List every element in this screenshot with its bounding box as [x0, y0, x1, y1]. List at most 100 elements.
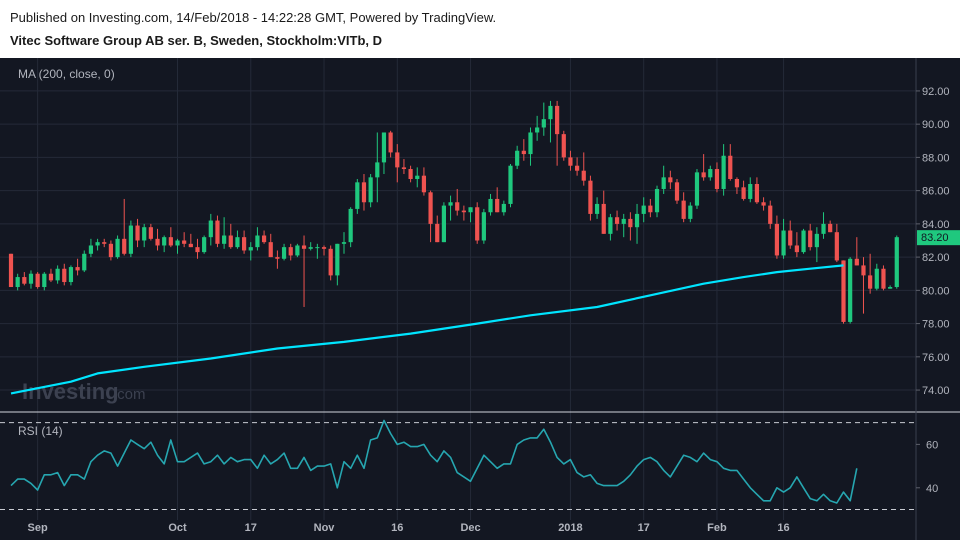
candle-body — [568, 157, 573, 166]
ma-indicator-label[interactable]: MA (200, close, 0) — [18, 67, 115, 81]
candle — [468, 207, 473, 223]
candle-body — [122, 238, 127, 254]
candle — [68, 265, 74, 286]
candle — [741, 180, 746, 201]
candle — [661, 165, 666, 194]
candle — [788, 220, 793, 249]
candle — [42, 272, 47, 291]
candle — [581, 152, 586, 186]
candle-body — [321, 247, 327, 249]
candle — [548, 100, 553, 143]
candle-body — [102, 242, 107, 244]
candle-body — [468, 207, 473, 213]
candle-body — [861, 265, 866, 276]
candle — [688, 202, 693, 223]
candle — [235, 230, 240, 249]
candle — [175, 238, 180, 254]
candle-body — [801, 230, 806, 253]
candle-body — [388, 132, 393, 153]
candle-body — [868, 275, 873, 289]
time-axis-tick-label: 16 — [777, 522, 789, 534]
candle-body — [621, 218, 626, 224]
candle-body — [821, 223, 826, 234]
candle-body — [788, 230, 793, 246]
candle-body — [508, 165, 513, 204]
candle — [208, 213, 213, 246]
price-axis-tick-label: 86.00 — [922, 186, 950, 198]
candle-body — [48, 273, 54, 281]
candle — [701, 154, 706, 181]
candle — [794, 232, 799, 258]
candle — [202, 235, 207, 254]
candle-body — [368, 177, 373, 203]
candle — [375, 132, 380, 203]
price-chart[interactable]: Investing .com Sep Oct 17 Nov 16 Dec 2018 17 Feb… — [0, 58, 960, 540]
candle-body — [361, 182, 367, 203]
candle-body — [301, 245, 307, 249]
candle — [708, 165, 713, 181]
candle — [122, 198, 127, 256]
candle-body — [581, 170, 586, 181]
candle — [381, 132, 387, 175]
candle-body — [128, 225, 133, 254]
time-axis-tick-label: Feb — [707, 522, 727, 534]
candle-body — [255, 235, 260, 248]
grid — [0, 58, 916, 520]
candle — [734, 177, 740, 194]
candle-body — [415, 175, 420, 180]
symbol-title: Vitec Software Group AB ser. B, Sweden, … — [10, 33, 383, 48]
candle-body — [162, 237, 167, 246]
candle — [82, 250, 87, 273]
candle-body — [781, 230, 786, 256]
candle-body — [215, 220, 220, 244]
price-axis-tick-label: 88.00 — [922, 152, 950, 164]
candle-body — [528, 132, 533, 155]
candle-body — [401, 167, 407, 170]
candle-body — [335, 243, 340, 276]
candle — [261, 230, 267, 244]
candle-body — [701, 172, 706, 178]
candle — [774, 215, 779, 259]
candle-body — [694, 172, 700, 206]
investing-watermark: Investing .com — [22, 379, 146, 404]
candle — [408, 165, 413, 183]
candle — [808, 223, 813, 251]
candle-body — [8, 253, 14, 288]
candle — [488, 193, 493, 216]
candle — [182, 232, 187, 248]
candle-body — [135, 225, 140, 241]
candle — [575, 157, 580, 176]
rsi-axis-tick-label: 40 — [926, 483, 938, 495]
ma-line-group — [10, 264, 844, 395]
candle — [168, 227, 173, 248]
candle — [228, 223, 233, 249]
candle-body — [881, 268, 886, 289]
candle-body — [42, 273, 47, 288]
time-axis-tick-label: Oct — [168, 522, 187, 534]
candle-body — [328, 248, 333, 276]
candle — [128, 220, 133, 258]
candle-body — [208, 220, 213, 238]
candle-body — [295, 245, 300, 256]
price-axis-tick-label: 76.00 — [922, 352, 950, 364]
candle — [461, 205, 466, 221]
candle — [421, 167, 427, 196]
rsi-indicator-label[interactable]: RSI (14) — [18, 424, 63, 438]
price-axis-tick-label: 90.00 — [922, 119, 950, 131]
candle-body — [714, 169, 720, 189]
candle-body — [634, 213, 640, 228]
candle-body — [495, 198, 500, 213]
candle — [215, 215, 220, 248]
candle — [861, 257, 866, 314]
candle-body — [874, 268, 879, 289]
candle-body — [182, 240, 187, 244]
candle-body — [281, 247, 287, 259]
candle — [594, 197, 600, 219]
candle — [315, 243, 320, 259]
rsi-axis-tick-label: 60 — [926, 439, 938, 451]
candle-body — [681, 200, 686, 219]
candle-body — [721, 155, 726, 189]
candle-body — [455, 202, 460, 211]
candle — [868, 253, 873, 294]
candle-body — [341, 242, 347, 244]
